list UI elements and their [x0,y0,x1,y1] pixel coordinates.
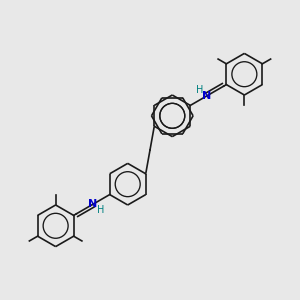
Text: N: N [202,91,212,101]
Text: H: H [97,205,104,214]
Text: H: H [196,85,203,95]
Text: N: N [88,199,98,209]
